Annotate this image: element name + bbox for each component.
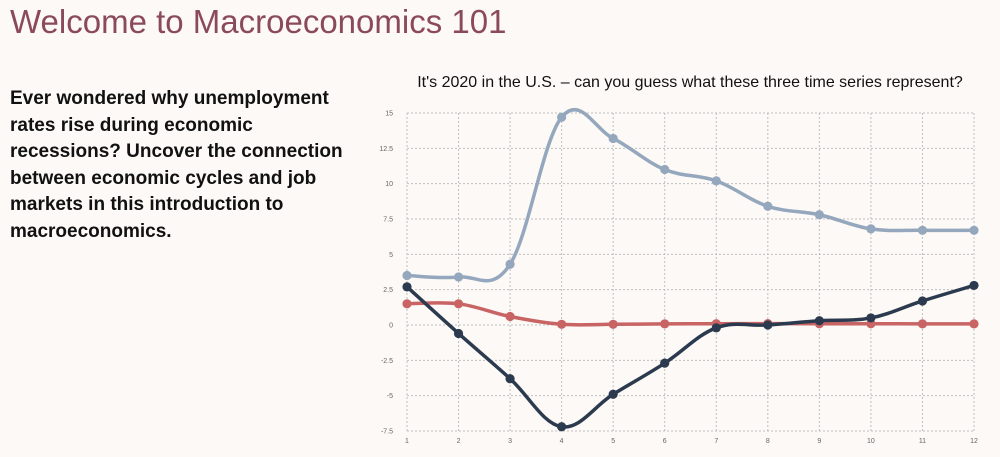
series-1-point[interactable]	[711, 176, 721, 186]
series-3-point[interactable]	[917, 296, 928, 306]
x-tick-label: 12	[970, 438, 978, 445]
series-1-point[interactable]	[608, 133, 618, 144]
x-tick-label: 10	[867, 438, 875, 445]
y-tick-label: -7.5	[381, 429, 393, 436]
y-tick-label: 2.5	[383, 287, 393, 294]
series-1-point[interactable]	[453, 272, 464, 282]
chart-title: It's 2020 in the U.S. – can you guess wh…	[417, 74, 963, 91]
intro-text: Ever wondered why unemployment rates ris…	[10, 88, 343, 242]
series-3-point[interactable]	[969, 280, 979, 291]
series-3-point[interactable]	[608, 389, 618, 399]
series-1-point[interactable]	[917, 225, 928, 235]
series-2-point[interactable]	[969, 319, 979, 329]
series-3-point[interactable]	[763, 320, 773, 330]
x-tick-label: 3	[508, 438, 512, 445]
series-3-point[interactable]	[505, 374, 515, 384]
x-tick-label: 4	[560, 438, 564, 445]
y-tick-label: 5	[389, 252, 393, 259]
series-line-3	[405, 283, 976, 429]
series-3-point[interactable]	[711, 323, 721, 333]
series-3-point[interactable]	[814, 316, 824, 326]
x-tick-label: 5	[611, 438, 615, 445]
x-tick-label: 9	[817, 438, 821, 445]
series-2-point[interactable]	[557, 319, 567, 329]
x-tick-label: 6	[663, 438, 667, 445]
series-3-point[interactable]	[453, 328, 464, 339]
series-1-point[interactable]	[505, 259, 515, 269]
series-3-point[interactable]	[660, 358, 670, 368]
y-tick-label: 15	[385, 111, 393, 118]
series-1-point[interactable]	[814, 210, 824, 220]
x-tick-label: 8	[766, 438, 770, 445]
x-tick-label: 7	[714, 438, 718, 445]
series-3-point[interactable]	[557, 422, 567, 432]
series-2-point[interactable]	[505, 311, 515, 322]
series-1-point[interactable]	[660, 164, 670, 175]
x-tick-label: 1	[405, 438, 409, 445]
y-tick-label: 0	[389, 323, 393, 330]
x-tick-label: 2	[457, 438, 461, 445]
series-line-1	[405, 108, 976, 283]
series-3-point[interactable]	[866, 313, 876, 323]
series-1-point[interactable]	[763, 201, 773, 211]
y-tick-label: 12.5	[379, 146, 393, 153]
y-tick-label: 7.5	[383, 217, 393, 224]
series-2-point[interactable]	[608, 319, 618, 329]
series-3-point[interactable]	[402, 282, 412, 292]
y-tick-label: -5	[387, 393, 393, 400]
series-2-point[interactable]	[917, 319, 928, 329]
y-tick-label: 10	[385, 181, 393, 188]
x-tick-label: 11	[919, 438, 926, 445]
series-2-point[interactable]	[660, 319, 670, 329]
series-2-point[interactable]	[453, 299, 464, 309]
page-title: Welcome to Macroeconomics 101	[10, 3, 507, 40]
series-1-point[interactable]	[866, 224, 876, 234]
series-2-point[interactable]	[402, 299, 412, 309]
y-tick-label: -2.5	[381, 358, 393, 365]
series-1-point[interactable]	[402, 270, 412, 281]
series-1-point[interactable]	[557, 112, 567, 122]
series-1-point[interactable]	[969, 225, 979, 235]
